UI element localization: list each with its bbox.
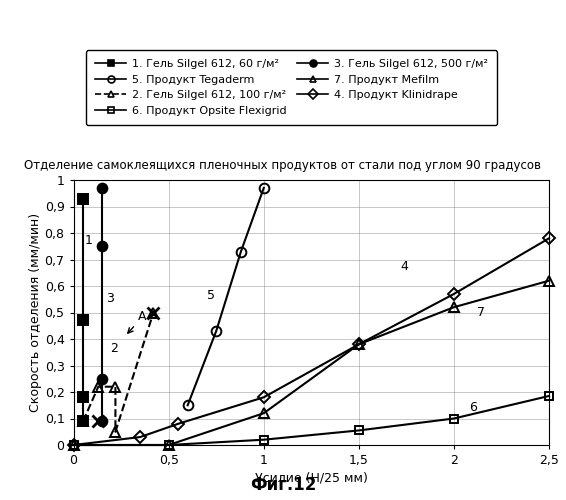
Text: Отделение самоклеящихся пленочных продуктов от стали под углом 90 градусов: Отделение самоклеящихся пленочных продук… xyxy=(24,160,542,172)
Text: 5: 5 xyxy=(207,289,215,302)
Text: 6: 6 xyxy=(469,400,477,413)
Text: A: A xyxy=(128,310,147,333)
Text: Фиг.12: Фиг.12 xyxy=(250,476,316,494)
Legend: 1. Гель Silgel 612, 60 г/м², 5. Продукт Tegaderm, 2. Гель Silgel 612, 100 г/м², : 1. Гель Silgel 612, 60 г/м², 5. Продукт … xyxy=(86,50,497,124)
Text: 3: 3 xyxy=(106,292,114,305)
Text: 4: 4 xyxy=(401,260,409,273)
Text: 1: 1 xyxy=(85,234,93,246)
Y-axis label: Скорость отделения (мм/мин): Скорость отделения (мм/мин) xyxy=(29,213,42,412)
X-axis label: Усилие (Н/25 мм): Усилие (Н/25 мм) xyxy=(255,471,368,484)
Text: 2: 2 xyxy=(110,342,118,355)
Text: 7: 7 xyxy=(477,306,484,320)
